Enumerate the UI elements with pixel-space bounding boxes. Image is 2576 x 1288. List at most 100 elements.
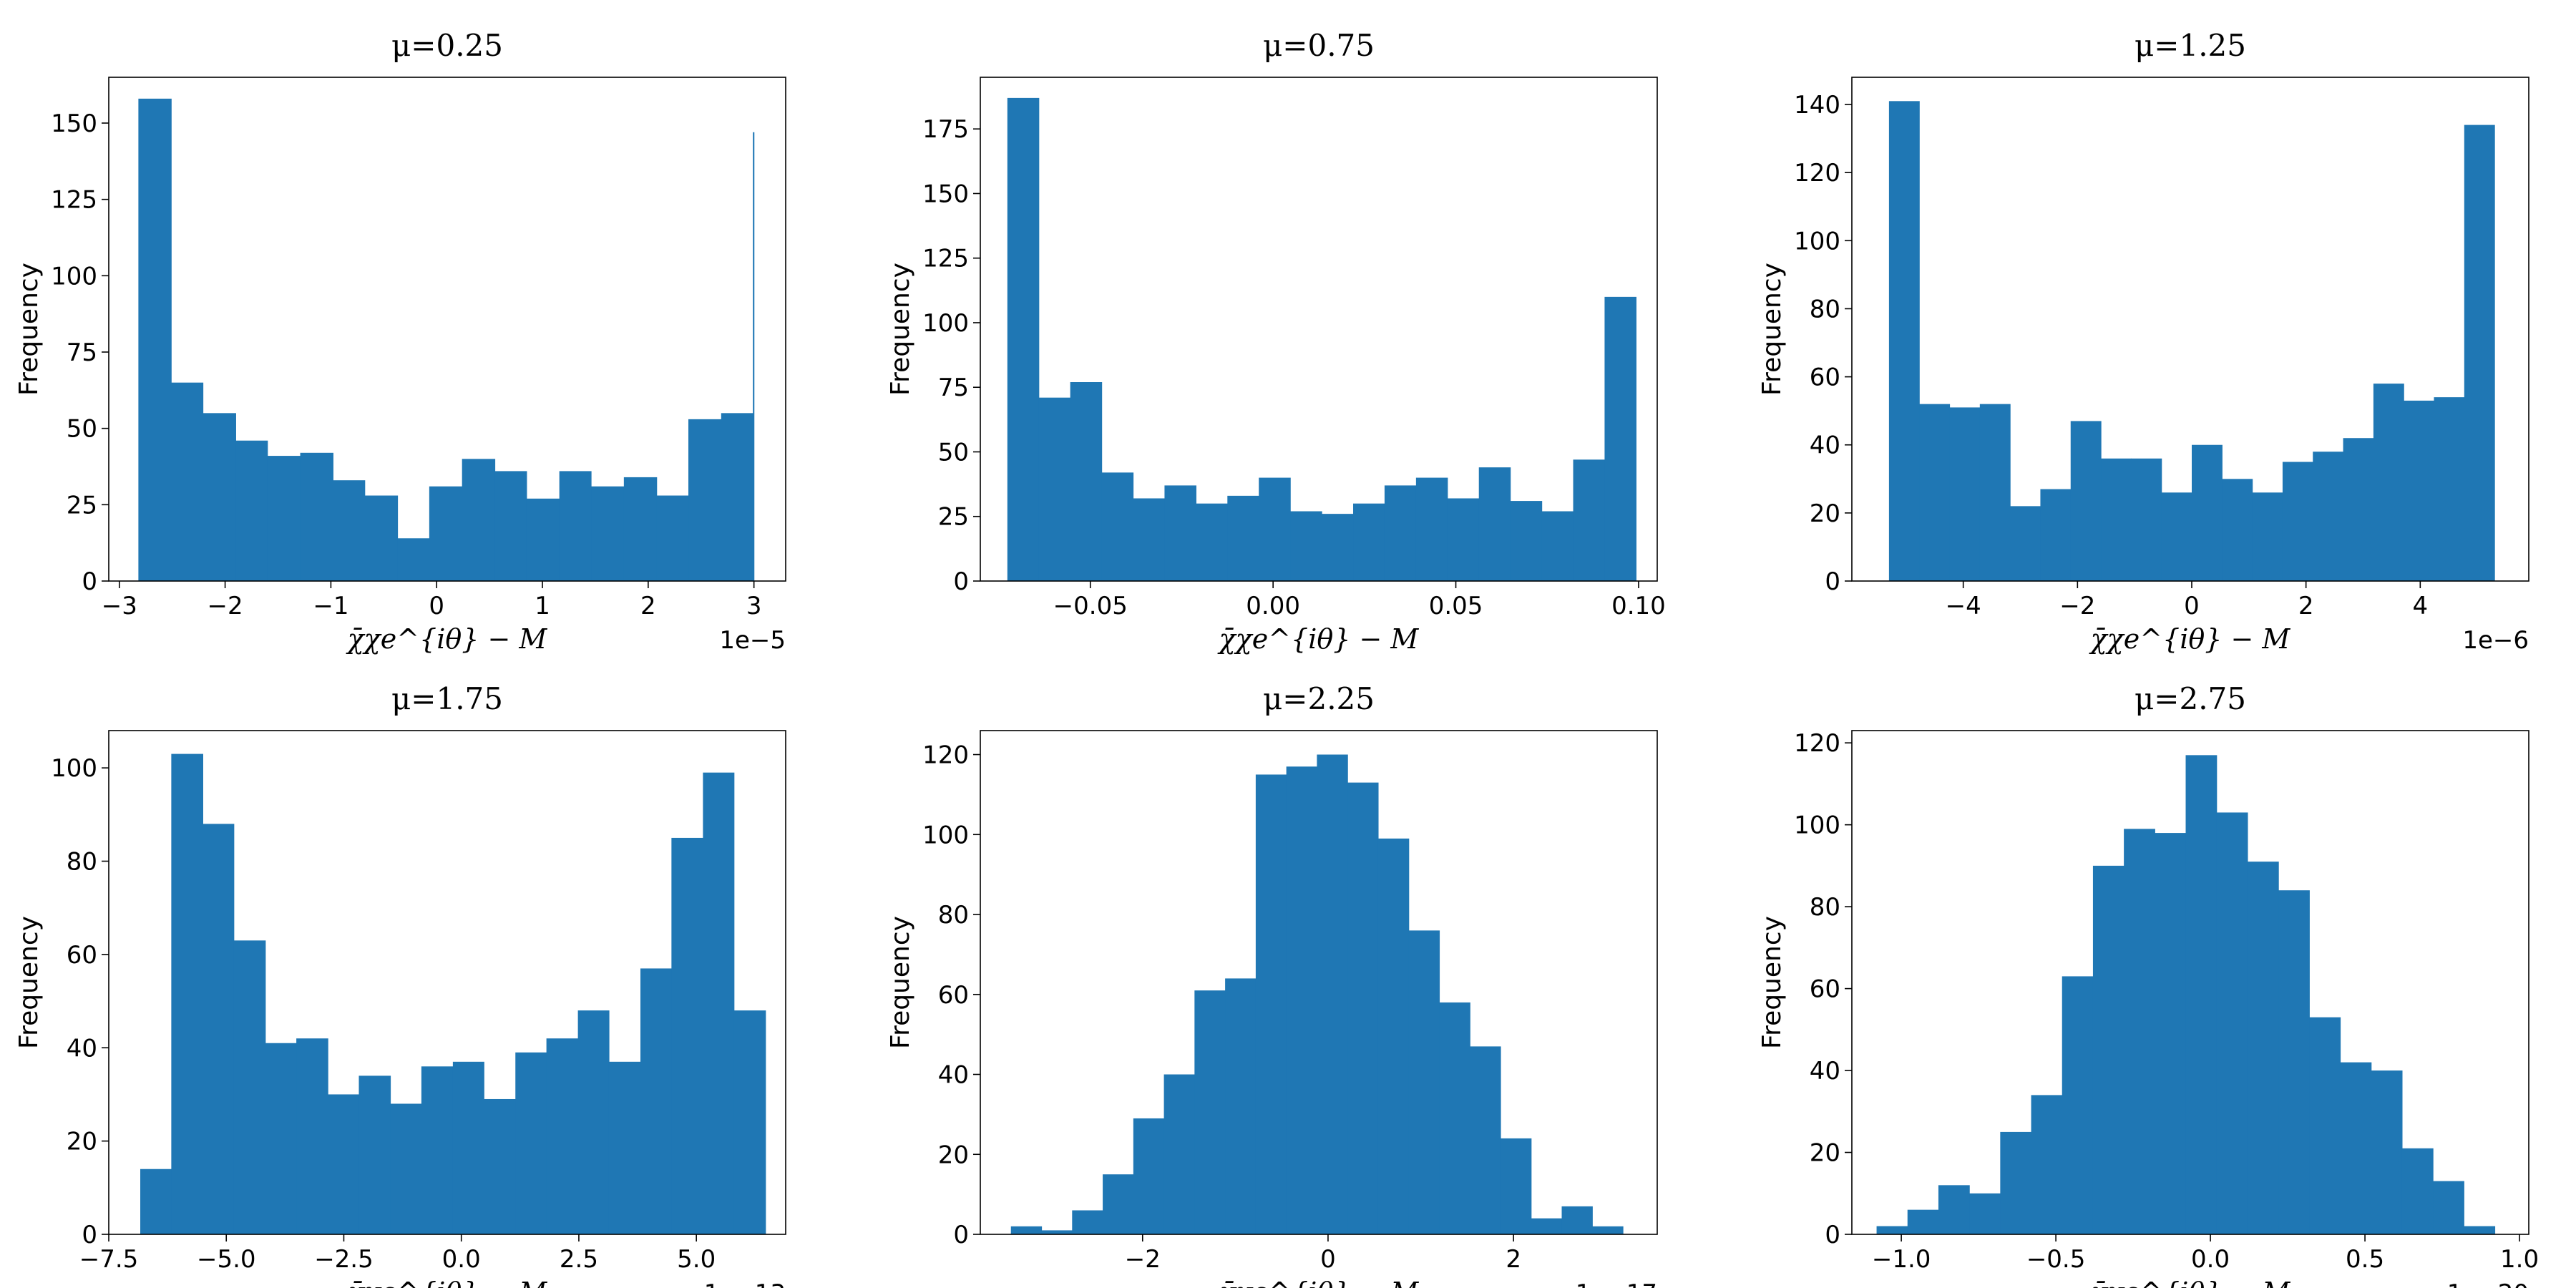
histogram-bar [1478, 467, 1511, 581]
y-axis-label: Frequency [886, 916, 915, 1049]
histogram-bar [1007, 97, 1040, 581]
y-tick-label: 20 [67, 1128, 97, 1156]
histogram-bar [1470, 1046, 1501, 1234]
histogram-bar [203, 413, 236, 581]
histogram-bar [1541, 511, 1574, 581]
axes-frame [1851, 730, 2529, 1235]
y-tick-label: 0 [82, 567, 97, 596]
histogram-bar [2222, 479, 2253, 581]
y-tick-label: 175 [922, 115, 969, 144]
histogram-bar [364, 495, 399, 581]
histogram-bar [688, 419, 722, 581]
histogram-bar [1439, 1002, 1470, 1234]
y-tick-label: 50 [938, 438, 969, 467]
y-tick-label: 60 [67, 941, 97, 970]
x-tick-label: −3 [102, 592, 137, 620]
histogram-bar [1163, 1074, 1195, 1234]
histogram-bar [656, 495, 689, 581]
histogram-bar [608, 1061, 641, 1234]
y-tick-label: 20 [938, 1141, 969, 1169]
y-tick-label: 60 [1810, 364, 1840, 392]
y-tick-label: 0 [82, 1221, 97, 1249]
y-axis-label: Frequency [14, 263, 44, 396]
x-tick-label: 2.5 [560, 1245, 598, 1274]
y-tick-label: 100 [922, 309, 969, 338]
histogram-bar [203, 824, 235, 1234]
histogram-bar [1259, 477, 1291, 581]
x-tick-label: 0 [429, 592, 444, 620]
x-tick-label: 2 [1506, 1245, 1521, 1274]
histogram-bar [267, 456, 301, 581]
histogram-bar [358, 1075, 391, 1234]
histogram-bar [494, 471, 527, 581]
x-axis-label: χ̄χe^{iθ} − M [346, 623, 548, 655]
histogram-bar [1888, 101, 1920, 582]
histogram-bar [2278, 890, 2310, 1234]
histogram-bar [2124, 829, 2155, 1234]
histogram-bar [300, 452, 333, 581]
histogram-bar [1592, 1226, 1624, 1234]
histogram-bar [2062, 976, 2094, 1234]
y-tick-label: 100 [51, 754, 97, 783]
chart-panel-6: −1.0 −0.5 0.0 0.5 1.0 0 20 40 60 80 100 120 μ=2.75 χ̄… [1757, 681, 2539, 1288]
histogram-bar [2309, 1017, 2341, 1234]
chart-title: μ=0.75 [1263, 28, 1375, 63]
x-tick-label: −0.05 [1053, 592, 1128, 620]
histogram-bar [2131, 458, 2162, 581]
histogram-bar [1561, 1206, 1593, 1234]
x-axis-label: χ̄χe^{iθ} − M [1217, 1277, 1420, 1288]
axes-frame [980, 77, 1658, 582]
x-offset-label: 1e−6 [2462, 626, 2529, 655]
chart-panel-4: −7.5 −5.0 −2.5 0.0 2.5 5.0 0 20 40 60 80 100 μ=1.75 χ… [14, 681, 786, 1288]
y-tick-label: 40 [938, 1061, 969, 1090]
y-tick-label: 75 [938, 374, 969, 402]
histogram-bar [2373, 384, 2404, 581]
histogram-bar [235, 440, 268, 581]
histogram-bar [1194, 990, 1226, 1234]
y-tick-label: 125 [51, 186, 97, 215]
histogram-bar [1070, 382, 1103, 581]
histogram-bar [1573, 459, 1606, 581]
x-offset-label: 1e−5 [719, 626, 786, 655]
y-tick-label: 150 [51, 109, 97, 138]
histogram-bar [1133, 1118, 1165, 1234]
histogram-bar [2185, 755, 2218, 1234]
histogram-bar [733, 1010, 766, 1234]
axes-frame [108, 730, 786, 1235]
x-offset-label: 1e−20 [2447, 1279, 2529, 1288]
histogram-bar [577, 1010, 610, 1234]
axes-frame [108, 77, 786, 582]
histogram-bar [721, 413, 753, 581]
y-tick-label: 0 [1825, 1221, 1840, 1249]
x-tick-label: −1 [313, 592, 348, 620]
x-tick-label: 5.0 [677, 1245, 716, 1274]
y-tick-label: 40 [67, 1034, 97, 1063]
x-tick-label: −2.5 [314, 1245, 374, 1274]
histogram-bar [333, 480, 366, 581]
histogram-bar [1907, 1209, 1939, 1234]
histogram-bar [1604, 296, 1636, 581]
histogram-bar [1225, 978, 1257, 1234]
histogram-bar [2040, 489, 2072, 581]
histogram-bar [559, 471, 592, 581]
histogram-bar [1876, 1226, 1908, 1234]
chart-title: μ=1.75 [391, 681, 503, 716]
histogram-bar [1447, 498, 1480, 581]
histogram-bar [1500, 1138, 1532, 1234]
histogram-bar [2434, 397, 2465, 581]
histogram-bar [1415, 477, 1448, 581]
histogram-bar [2161, 492, 2192, 581]
x-tick-label: 3 [746, 592, 762, 620]
y-tick-label: 50 [67, 415, 97, 444]
x-tick-label: −1.0 [1872, 1245, 1931, 1274]
y-tick-label: 60 [1810, 975, 1840, 1004]
histogram-bar [1227, 495, 1259, 581]
y-tick-label: 80 [1810, 893, 1840, 922]
y-tick-label: 120 [1794, 729, 1840, 758]
histogram-bar [2000, 1131, 2032, 1234]
histogram-bar [1196, 503, 1228, 581]
histogram-bar [1255, 774, 1287, 1234]
y-tick-label: 40 [1810, 1057, 1840, 1085]
y-tick-label: 100 [51, 262, 97, 291]
